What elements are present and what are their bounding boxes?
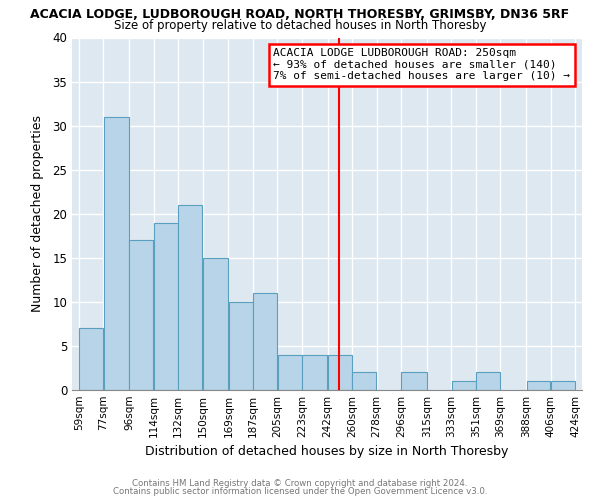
Text: ACACIA LODGE LUDBOROUGH ROAD: 250sqm
← 93% of detached houses are smaller (140)
: ACACIA LODGE LUDBOROUGH ROAD: 250sqm ← 9… [274, 48, 571, 82]
Bar [178, 205, 202, 390]
Bar [527, 381, 550, 390]
Text: Size of property relative to detached houses in North Thoresby: Size of property relative to detached ho… [114, 19, 486, 32]
Bar [104, 117, 129, 390]
Bar [476, 372, 500, 390]
Bar [130, 240, 153, 390]
Bar [253, 293, 277, 390]
Bar [278, 355, 302, 390]
Bar [452, 381, 476, 390]
Bar [79, 328, 103, 390]
Bar [352, 372, 376, 390]
Y-axis label: Number of detached properties: Number of detached properties [31, 116, 44, 312]
X-axis label: Distribution of detached houses by size in North Thoresby: Distribution of detached houses by size … [145, 446, 509, 458]
Text: Contains public sector information licensed under the Open Government Licence v3: Contains public sector information licen… [113, 487, 487, 496]
Text: Contains HM Land Registry data © Crown copyright and database right 2024.: Contains HM Land Registry data © Crown c… [132, 478, 468, 488]
Bar [302, 355, 328, 390]
Bar [229, 302, 253, 390]
Bar [154, 222, 178, 390]
Bar [551, 381, 575, 390]
Bar [328, 355, 352, 390]
Bar [401, 372, 427, 390]
Text: ACACIA LODGE, LUDBOROUGH ROAD, NORTH THORESBY, GRIMSBY, DN36 5RF: ACACIA LODGE, LUDBOROUGH ROAD, NORTH THO… [31, 8, 569, 20]
Bar [203, 258, 228, 390]
